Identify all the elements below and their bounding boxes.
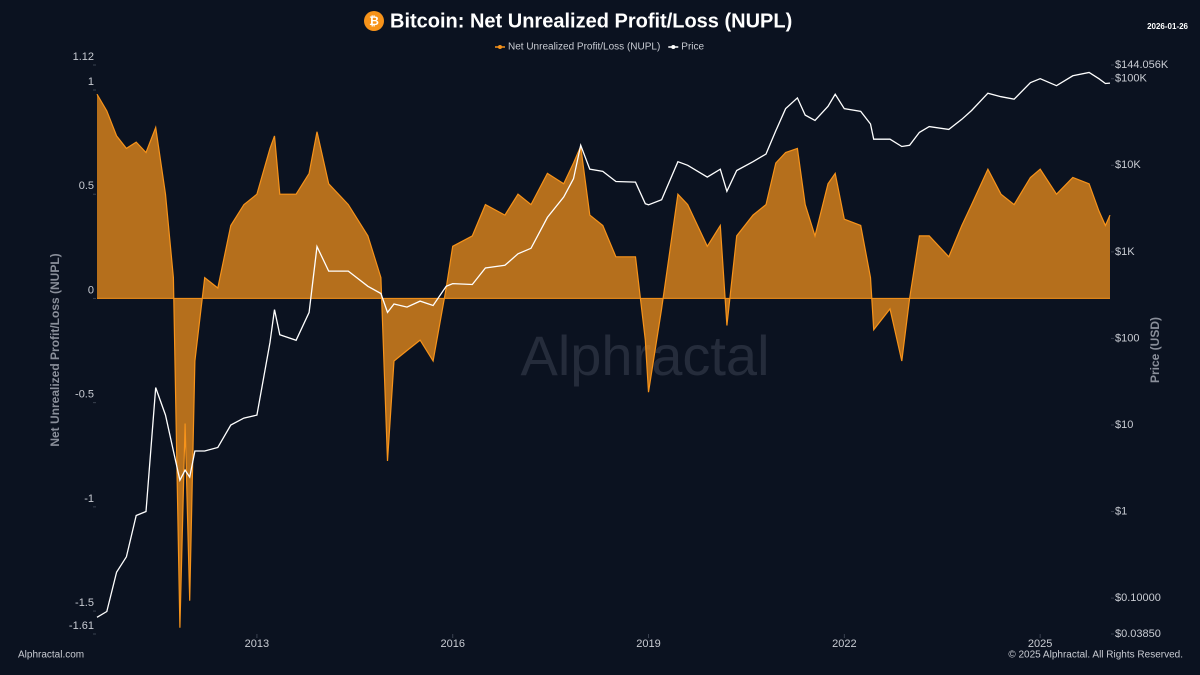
date-label: 2026-01-26 [1147,22,1188,31]
y-tick-label: -1.5 [75,597,94,609]
legend-dot [498,45,502,49]
y2-tick-label: $10K [1115,159,1141,171]
y2-tick-label: $100 [1115,332,1139,344]
x-tick-label: 2013 [245,638,269,650]
x-tick-label: 2022 [832,638,856,650]
legend-entry: Price [681,42,704,53]
chart-title: Bitcoin: Net Unrealized Profit/Loss (NUP… [390,10,792,32]
bitcoin-icon: ₿ [364,11,384,31]
y2-axis-label: Price (USD) [1148,317,1162,383]
x-tick-label: 2019 [636,638,660,650]
y-tick-label: -1.61 [69,620,94,632]
x-tick-label: 2016 [440,638,464,650]
y-tick-label: 1.12 [73,51,94,63]
price-line [96,71,1111,618]
y2-tick-label: $1K [1115,246,1135,258]
nupl-line [96,93,1111,628]
y2-tick-label: $10 [1115,419,1133,431]
y-tick-label: 1 [88,76,94,88]
y2-tick-label: $144.056K [1115,59,1169,71]
y-tick-label: -0.5 [75,389,94,401]
y-tick-label: 0 [88,284,94,296]
legend-dot [671,45,676,49]
footer-left: Alphractal.com [18,650,84,661]
y2-tick-label: $0.03850 [1115,628,1161,640]
x-tick-label: 2025 [1028,638,1052,650]
y-tick-label: -1 [84,493,94,505]
nupl-area [97,94,1110,628]
y-axis-label: Net Unrealized Profit/Loss (NUPL) [48,253,62,446]
svg-text:₿: ₿ [369,14,379,28]
y2-tick-label: $1 [1115,505,1127,517]
footer-right: © 2025 Alphractal. All Rights Reserved. [1008,650,1183,661]
y2-tick-label: $0.10000 [1115,592,1161,604]
y2-tick-label: $100K [1115,73,1147,85]
y-tick-label: 0.5 [79,180,94,192]
legend-entry: Net Unrealized Profit/Loss (NUPL) [508,42,660,53]
